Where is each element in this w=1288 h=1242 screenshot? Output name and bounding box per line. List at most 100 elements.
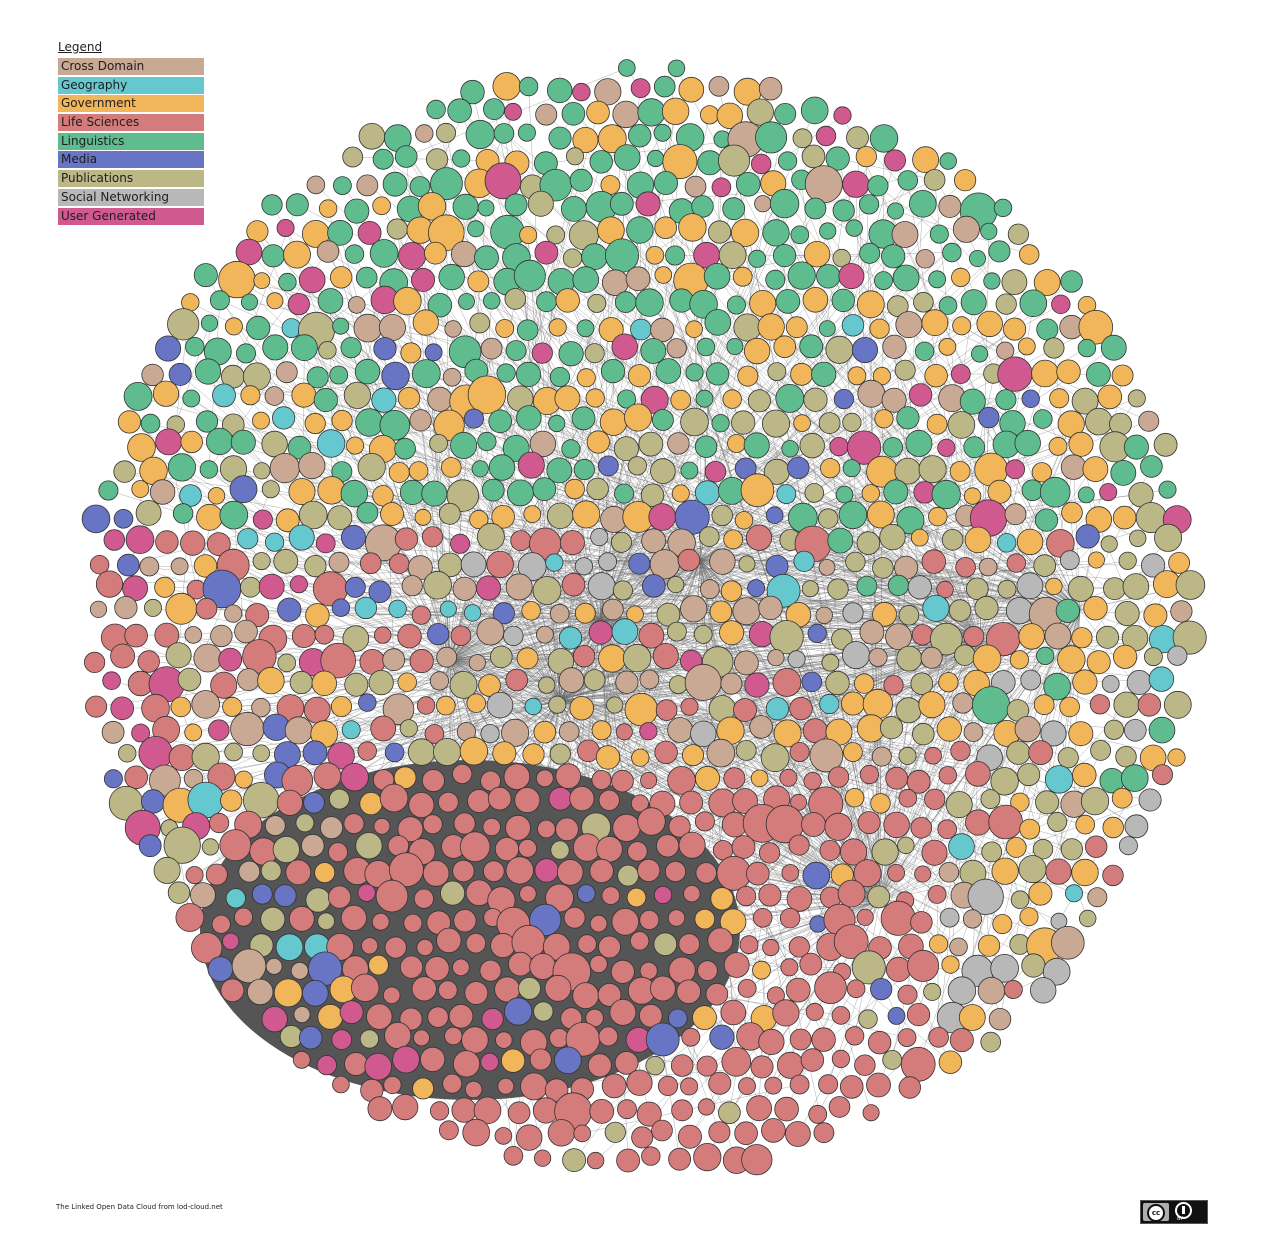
dataset-node[interactable]	[487, 786, 512, 811]
dataset-node[interactable]	[589, 1099, 615, 1124]
dataset-node[interactable]	[238, 860, 261, 883]
dataset-node[interactable]	[414, 508, 432, 526]
dataset-node[interactable]	[340, 336, 362, 359]
dataset-node[interactable]	[374, 626, 392, 644]
dataset-node[interactable]	[838, 263, 865, 290]
dataset-node[interactable]	[149, 479, 176, 505]
dataset-node[interactable]	[386, 218, 408, 240]
dataset-node[interactable]	[669, 288, 694, 313]
dataset-node[interactable]	[138, 834, 162, 858]
dataset-node[interactable]	[746, 1095, 772, 1122]
dataset-node[interactable]	[1152, 764, 1174, 786]
dataset-node[interactable]	[503, 763, 531, 790]
dataset-node[interactable]	[419, 1046, 446, 1073]
dataset-node[interactable]	[586, 430, 610, 454]
dataset-node[interactable]	[299, 1025, 323, 1050]
dataset-node[interactable]	[995, 293, 1017, 315]
dataset-node[interactable]	[1032, 839, 1054, 860]
dataset-node[interactable]	[710, 887, 734, 911]
dataset-node[interactable]	[954, 644, 976, 666]
dataset-node[interactable]	[750, 769, 769, 788]
dataset-node[interactable]	[1083, 596, 1108, 621]
dataset-node[interactable]	[444, 1026, 463, 1046]
dataset-node[interactable]	[276, 218, 295, 237]
dataset-node[interactable]	[288, 478, 316, 506]
dataset-node[interactable]	[722, 389, 742, 409]
dataset-node[interactable]	[990, 767, 1019, 796]
dataset-node[interactable]	[495, 319, 515, 338]
dataset-node[interactable]	[522, 743, 545, 766]
dataset-node[interactable]	[534, 240, 559, 265]
dataset-node[interactable]	[786, 886, 813, 912]
dataset-node[interactable]	[219, 500, 249, 530]
dataset-node[interactable]	[952, 316, 972, 336]
dataset-node[interactable]	[818, 508, 839, 529]
dataset-node[interactable]	[747, 579, 765, 597]
dataset-node[interactable]	[1040, 720, 1067, 747]
dataset-node[interactable]	[773, 719, 802, 748]
dataset-node[interactable]	[341, 720, 361, 740]
dataset-node[interactable]	[548, 695, 567, 714]
dataset-node[interactable]	[866, 500, 895, 529]
dataset-node[interactable]	[626, 605, 644, 624]
dataset-node[interactable]	[721, 1047, 752, 1077]
dataset-node[interactable]	[938, 766, 958, 785]
dataset-node[interactable]	[767, 362, 787, 382]
dataset-node[interactable]	[790, 225, 810, 245]
dataset-node[interactable]	[923, 982, 942, 1001]
dataset-node[interactable]	[1127, 389, 1146, 408]
dataset-node[interactable]	[482, 817, 501, 837]
dataset-node[interactable]	[98, 480, 119, 501]
dataset-node[interactable]	[154, 622, 180, 648]
dataset-node[interactable]	[347, 296, 366, 314]
dataset-node[interactable]	[680, 407, 709, 437]
dataset-node[interactable]	[731, 410, 756, 435]
dataset-node[interactable]	[1128, 529, 1147, 548]
dataset-node[interactable]	[354, 596, 378, 620]
dataset-node[interactable]	[1144, 647, 1163, 667]
dataset-node[interactable]	[269, 452, 300, 484]
dataset-node[interactable]	[555, 817, 579, 842]
dataset-node[interactable]	[828, 1096, 851, 1118]
dataset-node[interactable]	[827, 766, 850, 788]
dataset-node[interactable]	[1021, 479, 1044, 502]
dataset-node[interactable]	[645, 246, 665, 265]
dataset-node[interactable]	[625, 266, 651, 292]
dataset-node[interactable]	[469, 312, 491, 334]
dataset-node[interactable]	[993, 198, 1013, 218]
dataset-node[interactable]	[825, 335, 854, 364]
dataset-node[interactable]	[430, 167, 463, 201]
dataset-node[interactable]	[779, 908, 801, 929]
dataset-node[interactable]	[874, 271, 893, 291]
dataset-node[interactable]	[548, 414, 566, 433]
dataset-node[interactable]	[519, 225, 538, 244]
dataset-node[interactable]	[601, 886, 621, 905]
dataset-node[interactable]	[452, 576, 477, 601]
dataset-node[interactable]	[353, 313, 383, 343]
dataset-node[interactable]	[549, 366, 571, 388]
dataset-node[interactable]	[317, 1003, 344, 1030]
dataset-node[interactable]	[681, 1027, 701, 1047]
dataset-node[interactable]	[327, 885, 352, 909]
dataset-node[interactable]	[867, 175, 889, 197]
dataset-node[interactable]	[489, 645, 513, 669]
dataset-node[interactable]	[719, 620, 745, 646]
dataset-node[interactable]	[318, 199, 338, 218]
dataset-node[interactable]	[235, 238, 263, 266]
dataset-node[interactable]	[843, 742, 863, 762]
dataset-node[interactable]	[1006, 740, 1031, 765]
dataset-node[interactable]	[442, 367, 462, 387]
dataset-node[interactable]	[719, 908, 747, 936]
dataset-node[interactable]	[477, 431, 497, 452]
dataset-node[interactable]	[224, 317, 243, 336]
dataset-node[interactable]	[735, 740, 757, 761]
dataset-node[interactable]	[996, 341, 1015, 360]
dataset-node[interactable]	[467, 220, 485, 238]
dataset-node[interactable]	[883, 811, 910, 839]
dataset-node[interactable]	[856, 908, 874, 926]
dataset-node[interactable]	[569, 785, 595, 812]
dataset-node[interactable]	[367, 1096, 393, 1122]
dataset-node[interactable]	[668, 675, 688, 694]
dataset-node[interactable]	[745, 524, 773, 551]
dataset-node[interactable]	[245, 603, 270, 628]
